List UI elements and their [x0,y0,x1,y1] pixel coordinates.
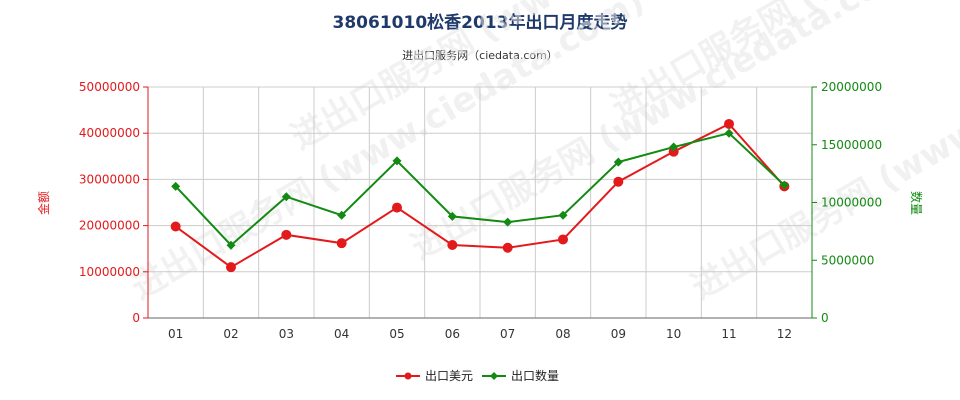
y-right-tick-label: 15000000 [821,138,882,152]
y-left-tick-label: 10000000 [79,265,140,279]
y-left-tick-label: 30000000 [79,172,140,186]
chart-title: 38061010松香2013年出口月度走势 [332,13,628,33]
data-point-quantity [447,211,457,221]
x-tick-label: 08 [555,327,570,341]
data-point-amount [336,238,347,249]
data-point-quantity [613,157,623,167]
y-left-tick-label: 40000000 [79,126,140,140]
data-point-amount [558,234,568,245]
y-left-tick-label: 50000000 [79,80,140,94]
y-left-axis-label: 金额 [36,191,51,215]
y-right-tick-label: 5000000 [821,253,874,267]
data-point-amount [226,262,236,273]
data-point-amount [170,221,181,232]
series-line-quantity [174,132,786,247]
x-tick-label: 07 [500,327,515,341]
data-point-amount [447,240,458,251]
data-point-amount [724,118,734,129]
data-point-quantity [226,240,236,250]
y-right-tick-label: 0 [821,311,829,325]
y-left-tick-label: 0 [132,311,140,325]
x-tick-label: 11 [721,327,736,341]
x-tick-label: 06 [445,327,460,341]
y-right-tick-label: 20000000 [821,80,882,94]
y-left-tick-label: 20000000 [79,219,140,233]
x-tick-label: 03 [279,327,294,341]
data-point-quantity [669,142,679,152]
y-right-axis-label: 数量 [909,191,924,215]
chart-subtitle: 进出口服务网（ciedata.com） [402,49,558,62]
x-tick-label: 04 [334,327,349,341]
x-tick-label: 05 [389,327,404,341]
data-point-quantity [503,217,513,227]
data-point-quantity [337,210,347,220]
data-point-amount [502,242,513,253]
data-point-quantity [281,192,291,202]
legend-label-amount: 出口美元 [425,369,473,383]
data-point-amount [281,229,292,240]
data-point-quantity [558,210,568,220]
x-tick-label: 09 [611,327,626,341]
data-point-quantity [724,128,734,138]
data-point-quantity [392,156,402,166]
series-line-amount [175,122,786,269]
data-point-quantity [171,181,181,191]
legend-marker-quantity [490,372,498,380]
data-point-amount [668,146,679,157]
x-tick-label: 12 [777,327,792,341]
data-point-amount [613,176,624,187]
legend-marker-amount [404,372,412,380]
legend-label-quantity: 出口数量 [511,368,559,383]
y-right-tick-label: 10000000 [821,196,882,210]
data-point-amount [392,202,402,213]
x-tick-label: 10 [666,327,681,341]
data-point-quantity [779,180,789,190]
x-tick-label: 01 [168,327,183,341]
x-tick-label: 02 [223,327,238,341]
